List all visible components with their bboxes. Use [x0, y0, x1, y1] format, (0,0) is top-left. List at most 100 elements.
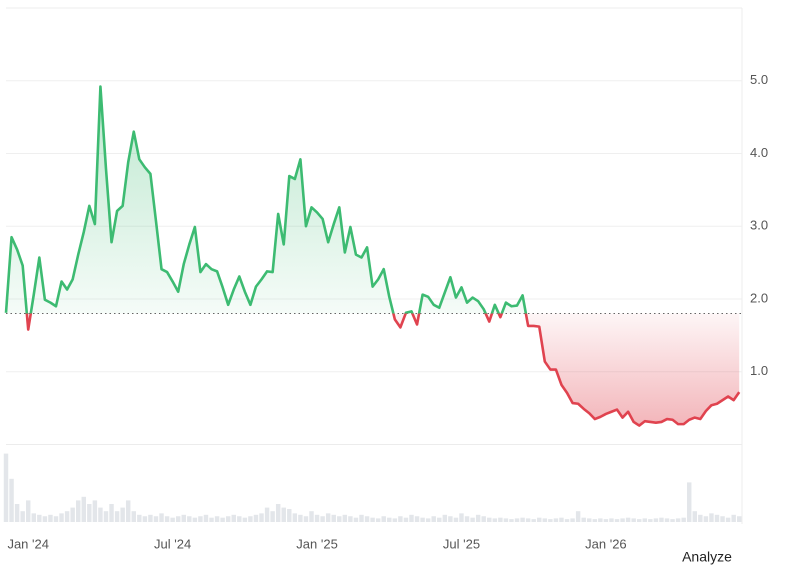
- volume-bar: [720, 516, 725, 522]
- volume-bar: [437, 517, 442, 522]
- volume-bar: [620, 518, 625, 522]
- volume-bar: [514, 518, 520, 522]
- volume-bar: [37, 514, 42, 522]
- volume-bar: [81, 496, 86, 522]
- volume-bar: [231, 514, 236, 522]
- volume-bar: [181, 514, 186, 522]
- volume-bar: [581, 517, 586, 522]
- volume-bar: [325, 513, 331, 522]
- volume-bar: [125, 500, 131, 522]
- y-tick-label: 1.0: [750, 363, 768, 378]
- volume-bar: [292, 513, 298, 522]
- volume-bar: [587, 518, 592, 522]
- price-line: [4, 85, 741, 427]
- volume-bar: [725, 517, 731, 522]
- volume-bar: [687, 482, 692, 522]
- volume-bar: [298, 514, 303, 522]
- volume-bar: [59, 513, 64, 522]
- volume-bar: [570, 518, 575, 522]
- volume-bar: [20, 511, 25, 522]
- volume-bar: [53, 516, 59, 522]
- x-tick-label: Jan '24: [7, 536, 49, 551]
- volume-bar: [48, 514, 53, 522]
- volume-bar: [714, 514, 720, 522]
- volume-bar: [614, 519, 620, 522]
- volume-bar: [481, 516, 486, 522]
- volume-bar: [64, 511, 70, 522]
- volume-bar: [425, 518, 431, 522]
- volume-bar: [320, 516, 325, 522]
- volume-bar: [348, 516, 353, 522]
- volume-bar: [92, 500, 98, 522]
- x-tick-label: Jan '25: [296, 536, 338, 551]
- x-tick-label: Jul '25: [443, 536, 480, 551]
- volume-bar: [609, 518, 614, 522]
- volume-bar: [359, 514, 364, 522]
- volume-bar: [237, 516, 242, 522]
- volume-bar: [303, 516, 309, 522]
- volume-bar: [187, 516, 192, 522]
- volume-bar: [120, 507, 125, 522]
- volume-bar: [448, 516, 453, 522]
- volume-bar: [398, 516, 403, 522]
- analyze-button[interactable]: Analyze: [682, 549, 732, 565]
- volume-bar: [381, 516, 386, 522]
- y-tick-label: 4.0: [750, 145, 768, 160]
- volume-bar: [653, 518, 659, 522]
- volume-bar: [281, 507, 286, 522]
- volume-bar: [531, 519, 536, 522]
- volume-bar: [42, 516, 48, 522]
- volume-bar: [520, 517, 525, 522]
- volume-bar: [259, 513, 264, 522]
- volume-bar: [153, 516, 159, 522]
- volume-bar: [275, 504, 281, 522]
- volume-bar: [464, 516, 470, 522]
- volume-bar: [220, 517, 225, 522]
- volume-bar: [248, 516, 253, 522]
- volume-bar: [675, 518, 681, 522]
- volume-bar: [731, 514, 736, 522]
- volume-bar: [542, 518, 548, 522]
- volume-bar: [114, 511, 120, 522]
- volume-bar: [537, 517, 542, 522]
- volume-bar: [603, 519, 609, 522]
- volume-bar: [431, 516, 436, 522]
- volume-bar: [270, 511, 275, 522]
- volume-bar: [25, 500, 31, 522]
- volume-bar: [692, 511, 698, 522]
- volume-bar: [264, 507, 270, 522]
- volume-bar: [214, 516, 220, 522]
- volume-bar: [737, 516, 742, 522]
- volume-bar: [209, 517, 214, 522]
- volume-bar: [137, 514, 142, 522]
- volume-bar: [14, 504, 20, 522]
- volume-bar: [442, 514, 448, 522]
- volume-bar: [420, 517, 425, 522]
- volume-bar: [459, 513, 464, 522]
- x-tick-label: Jul '24: [154, 536, 191, 551]
- volume-bar: [103, 511, 109, 522]
- volume-bar: [648, 519, 653, 522]
- volume-bar: [503, 518, 509, 522]
- volume-bar: [487, 517, 492, 522]
- volume-bar: [364, 516, 370, 522]
- volume-bar: [403, 517, 409, 522]
- volume-bar: [414, 516, 420, 522]
- volume-bar: [331, 514, 336, 522]
- area-fill: [6, 86, 740, 426]
- x-tick-label: Jan '26: [585, 536, 627, 551]
- volume-bar: [3, 453, 9, 522]
- volume-bar: [592, 519, 598, 522]
- y-tick-label: 2.0: [750, 290, 768, 305]
- volume-bar: [31, 513, 36, 522]
- volume-bar: [492, 518, 498, 522]
- volume-bar: [192, 517, 198, 522]
- volume-bar: [75, 500, 81, 522]
- volume-bar: [509, 519, 514, 522]
- volume-bar: [598, 518, 603, 522]
- volume-bar: [98, 507, 103, 522]
- volume-bar: [342, 514, 348, 522]
- volume-bar: [87, 504, 92, 522]
- volume-bar: [659, 517, 664, 522]
